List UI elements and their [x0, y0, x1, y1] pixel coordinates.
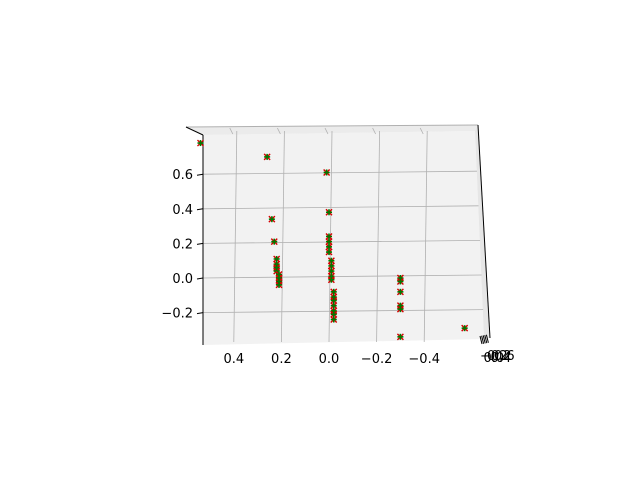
- y-tick-mark: [481, 335, 485, 344]
- z-grid-line: [202, 170, 477, 175]
- x-tick-label: 0.0: [319, 352, 340, 367]
- y-tick-mark: [484, 334, 488, 344]
- x-tick-label: −0.2: [361, 352, 393, 367]
- data-point: [275, 281, 283, 289]
- z-grid-line: [202, 205, 479, 210]
- data-point: [327, 267, 335, 275]
- z-tick-label: 0.0: [172, 272, 193, 287]
- z-tick-label: 0.2: [172, 237, 193, 252]
- z-grid-line: [202, 309, 484, 313]
- tick-labels: 0.4 0.2 0.0 −0.2 −0.40.60.40.20.0−0.2−0.20.0…: [161, 168, 514, 367]
- y-tick-mark: [482, 335, 486, 344]
- data-point: [330, 316, 338, 324]
- data-point: [325, 243, 333, 251]
- x-top-grid-line: [229, 127, 234, 135]
- data-point: [330, 296, 338, 304]
- y-axis-line: [477, 124, 491, 339]
- x-tick-label: 0.4: [223, 352, 244, 367]
- data-point: [270, 238, 278, 246]
- data-point: [330, 288, 338, 296]
- y-tick-label: −0.2: [480, 349, 512, 364]
- x-grid-line: [423, 130, 428, 343]
- data-point: [327, 262, 335, 270]
- top-pane-edge: [186, 125, 478, 135]
- z-grid-line: [202, 240, 481, 244]
- y-tick-label: 0.6: [494, 349, 515, 364]
- data-point: [327, 276, 335, 284]
- back-pane: [203, 131, 484, 345]
- z-tick-mark: [196, 208, 204, 211]
- data-point: [325, 248, 333, 256]
- data-point: [396, 333, 404, 341]
- z-tick-label: 0.6: [172, 168, 193, 183]
- data-point: [268, 215, 276, 223]
- right-pane-edge: [475, 125, 490, 339]
- data-point: [263, 153, 271, 161]
- x-top-grid-line: [372, 127, 376, 135]
- z-grid-line: [202, 274, 482, 279]
- grid-lines: [202, 127, 484, 343]
- data-point: [396, 305, 404, 313]
- data-point: [330, 302, 338, 310]
- data-point: [396, 277, 404, 285]
- z-axis-top-edge: [185, 126, 204, 136]
- x-top-grid-line: [419, 127, 424, 135]
- z-tick-mark: [196, 173, 204, 176]
- data-point: [196, 139, 204, 147]
- y-tick-label: 0.4: [491, 351, 512, 366]
- z-tick-label: 0.4: [172, 203, 193, 218]
- z-tick-mark: [196, 312, 204, 315]
- x-grid-line: [376, 130, 380, 343]
- x-tick-label: 0.2: [271, 352, 292, 367]
- x-top-grid-line: [324, 127, 329, 135]
- x-grid-line: [281, 130, 285, 343]
- data-point: [325, 238, 333, 246]
- z-tick-label: −0.2: [161, 307, 193, 322]
- y-tick-label: 0.0: [484, 351, 505, 366]
- data-point: [461, 324, 469, 332]
- data-point: [273, 255, 281, 263]
- y-tick-mark: [479, 335, 483, 345]
- data-point: [330, 310, 338, 318]
- x-tick-label: −0.4: [408, 352, 440, 367]
- z-tick-mark: [196, 277, 204, 280]
- y-tick-mark: [485, 334, 489, 343]
- x-top-grid-line: [277, 127, 281, 135]
- data-point: [325, 208, 333, 216]
- data-point: [325, 232, 333, 240]
- top-edge-line: [185, 124, 479, 128]
- data-point: [323, 168, 331, 176]
- data-point: [396, 288, 404, 296]
- data-point: [327, 257, 335, 265]
- x-grid-line: [233, 130, 238, 343]
- z-tick-mark: [196, 242, 204, 245]
- axes: [185, 124, 491, 345]
- y-tick-label: 0.2: [487, 349, 508, 364]
- data-points: [196, 139, 469, 341]
